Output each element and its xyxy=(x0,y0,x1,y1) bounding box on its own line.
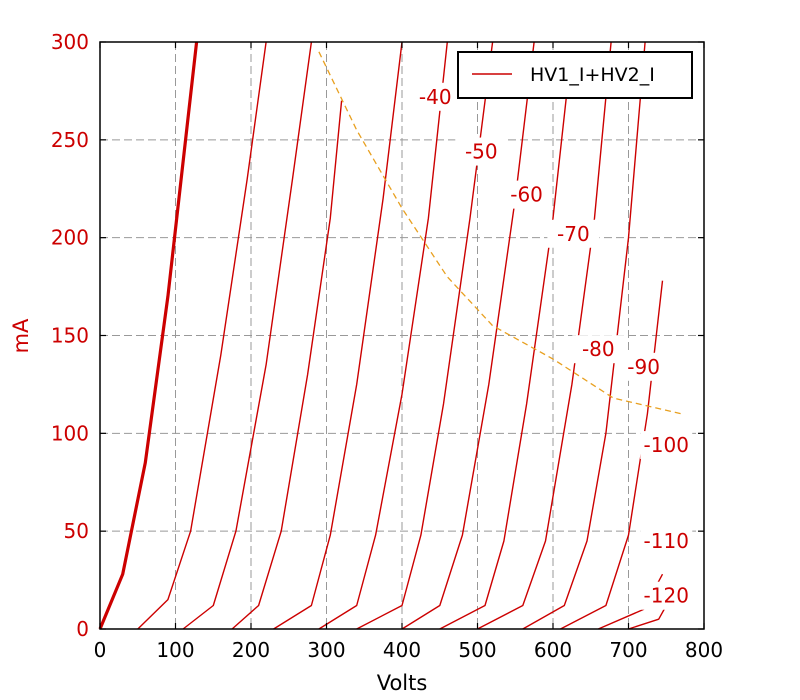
curve-label: -80 xyxy=(582,337,615,361)
load-line xyxy=(318,51,682,415)
x-tick-label: 100 xyxy=(156,638,194,662)
curve-label: -70 xyxy=(557,222,590,246)
curve-label: -50 xyxy=(465,140,498,164)
x-tick-label: 0 xyxy=(94,638,107,662)
curve-label-bg xyxy=(640,431,693,460)
x-tick-label: 700 xyxy=(609,638,647,662)
x-tick-label: 200 xyxy=(232,638,270,662)
y-tick-label: 50 xyxy=(64,519,89,543)
y-tick-label: 100 xyxy=(51,421,89,445)
legend-box xyxy=(457,51,693,99)
curve-label: -40 xyxy=(419,85,452,109)
legend: HV1_I+HV2_I xyxy=(457,51,693,99)
load-line-group xyxy=(318,51,682,415)
gridlines xyxy=(100,42,704,629)
curve-label: -60 xyxy=(510,183,543,207)
series-line-9 xyxy=(477,41,612,630)
legend-label: HV1_I+HV2_I xyxy=(530,64,655,86)
series-line-4 xyxy=(273,41,403,630)
x-tick-label: 400 xyxy=(383,638,421,662)
curve-label-bg xyxy=(572,335,625,364)
y-tick-label: 300 xyxy=(51,30,89,54)
series-line-1 xyxy=(137,41,267,630)
curve-label: -110 xyxy=(644,529,689,553)
x-tick-label: 500 xyxy=(458,638,496,662)
y-tick-label: 150 xyxy=(51,324,89,348)
series-line-13 xyxy=(628,605,667,630)
x-tick-label: 800 xyxy=(685,638,723,662)
y-tick-label: 0 xyxy=(76,617,89,641)
series-line-10 xyxy=(522,41,646,630)
y-axis-title: mA xyxy=(9,318,33,353)
series-line-2 xyxy=(182,41,313,630)
curve-label-bg xyxy=(617,352,670,381)
ticks-group: 0 100 200 300 400 500 600 700 800 0 50 100 150 200 250… xyxy=(51,30,723,662)
curve-label: -90 xyxy=(627,355,660,379)
series-line-0 xyxy=(98,41,199,630)
x-tick-label: 300 xyxy=(307,638,345,662)
y-tick-label: 250 xyxy=(51,128,89,152)
x-tick-label: 600 xyxy=(534,638,572,662)
y-tick-label: 200 xyxy=(51,226,89,250)
curve-label-bg xyxy=(409,82,462,111)
curve-label-bg xyxy=(640,526,693,555)
series-line-8 xyxy=(439,81,569,630)
series-line-3 xyxy=(231,100,343,630)
curve-labels-group: -40 -50 -60 -70 -80 -90 -100 -110 -120 xyxy=(409,82,693,610)
series-line-5 xyxy=(318,41,448,630)
x-axis-title: Volts xyxy=(377,671,428,695)
curve-label: -120 xyxy=(644,584,689,608)
curve-label-bg xyxy=(547,219,600,248)
series-line-6 xyxy=(356,41,494,630)
curve-label: -100 xyxy=(644,433,689,457)
curve-label-bg xyxy=(640,581,693,610)
series-line-7 xyxy=(401,41,535,630)
curve-label-bg xyxy=(455,137,508,166)
curve-label-bg xyxy=(500,180,553,209)
